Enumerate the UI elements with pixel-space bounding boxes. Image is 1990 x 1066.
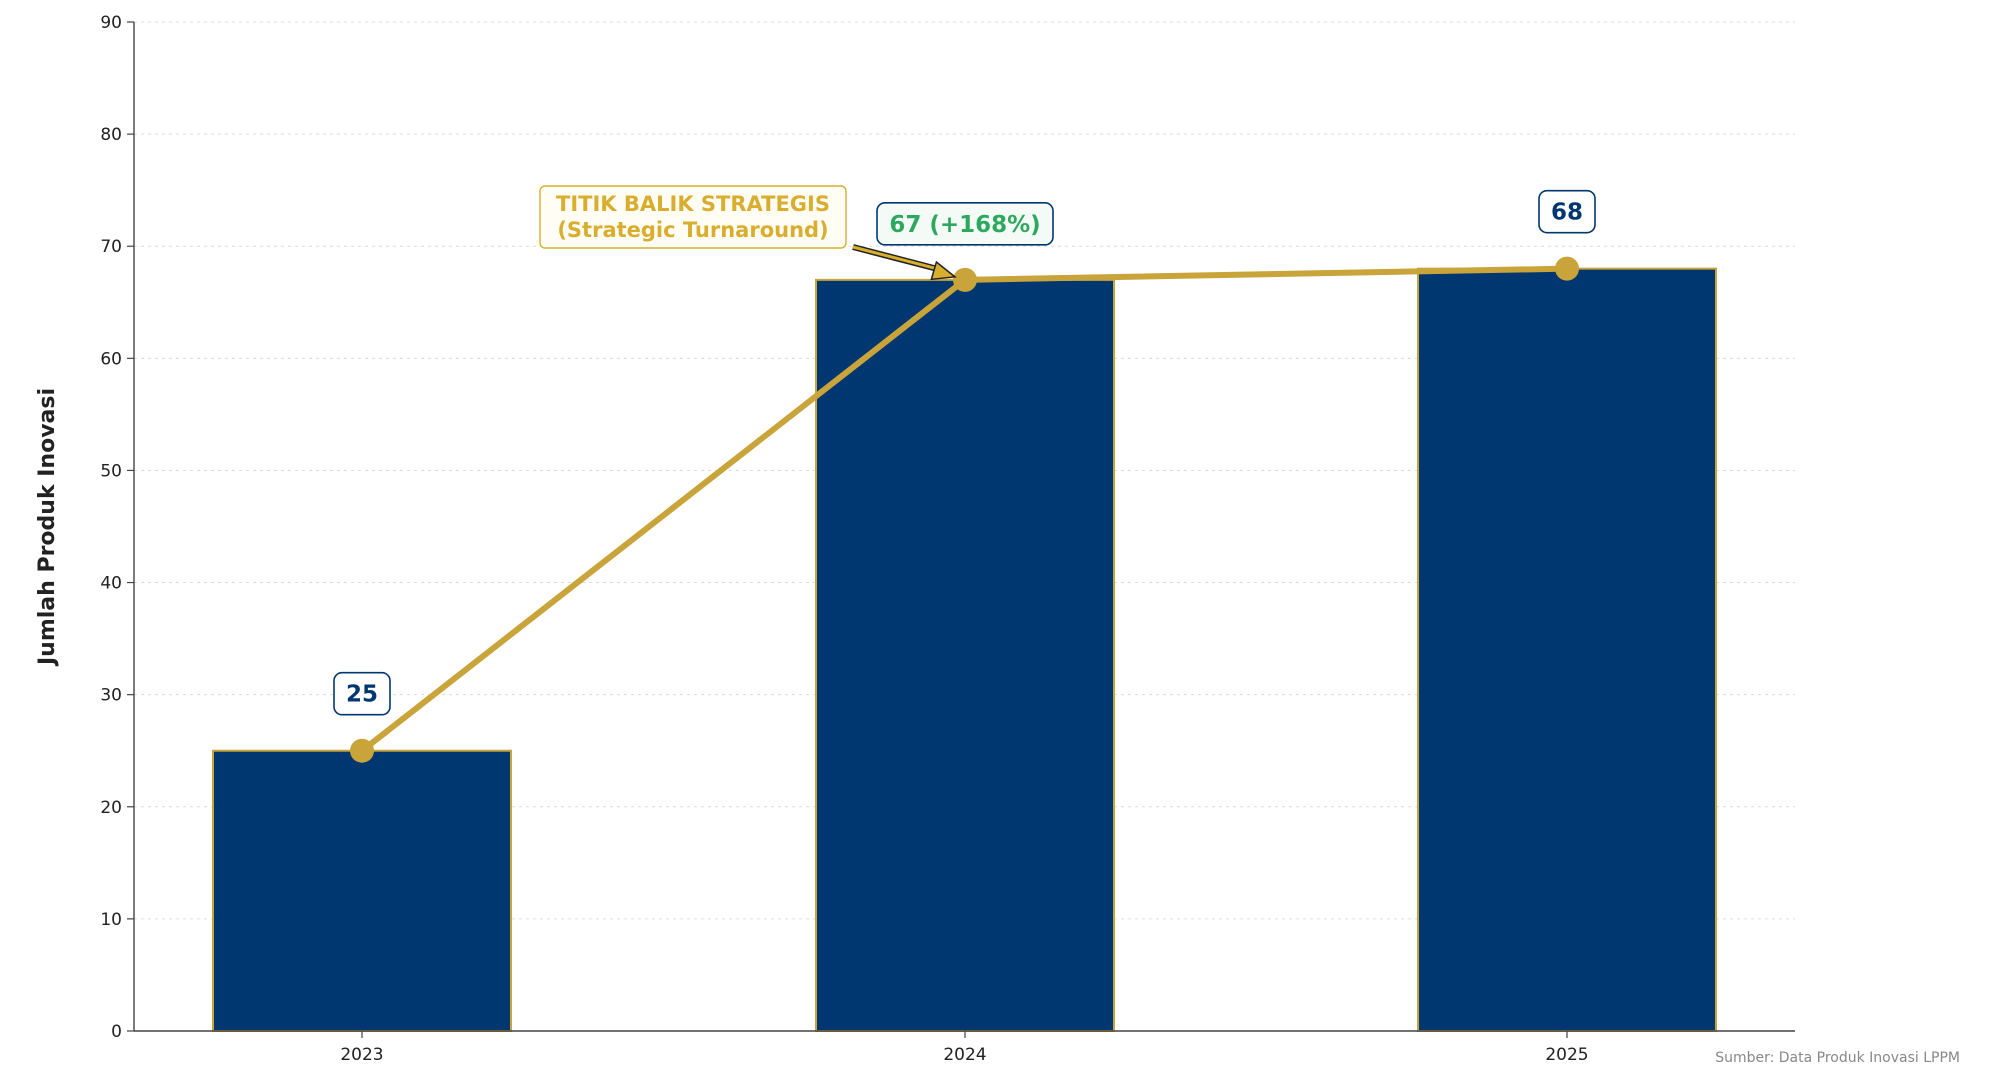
annotation-arrow-head (930, 260, 957, 281)
ytick-label-80: 80 (100, 125, 122, 145)
xtick-label-2023: 2023 (340, 1045, 383, 1065)
data-label-box-2025 (1538, 189, 1596, 234)
trend-marker-2025 (1555, 256, 1579, 281)
ytick-label-10: 10 (100, 910, 122, 930)
ytick-label-40: 40 (100, 574, 122, 594)
ytick-label-0: 0 (111, 1022, 122, 1042)
y-ticks: 0 10 20 30 40 50 60 70 80 90 (100, 13, 134, 1042)
bars (212, 267, 1717, 1033)
ytick-label-60: 60 (100, 349, 122, 369)
data-label-box-2023 (333, 671, 391, 716)
trend-line (350, 256, 1579, 763)
bar-2025 (1417, 267, 1717, 1032)
data-labels: 25 67 (+168%) 68 (333, 189, 1596, 716)
annotation-line2: (Strategic Turnaround) (557, 218, 828, 242)
annotation-arrow-shaft (852, 245, 942, 272)
annotation-line1: TITIK BALIK STRATEGIS (556, 192, 830, 216)
trend-marker-2024 (953, 267, 977, 292)
y-axis-label: Jumlah Produk Inovasi (35, 388, 60, 667)
data-label-box-2024 (876, 202, 1054, 246)
bar-2023 (212, 749, 512, 1032)
bar-2024 (815, 278, 1115, 1033)
xtick-label-2024: 2024 (943, 1045, 986, 1065)
ytick-label-30: 30 (100, 686, 122, 706)
source-note: Sumber: Data Produk Inovasi LPPM (1715, 1050, 1960, 1066)
xtick-label-2025: 2025 (1545, 1045, 1588, 1065)
ytick-label-50: 50 (100, 461, 122, 481)
data-label-2023: 25 (346, 682, 378, 708)
annotation: TITIK BALIK STRATEGIS(Strategic Turnarou… (539, 185, 957, 281)
ytick-label-90: 90 (100, 13, 122, 33)
annotation-box (539, 185, 847, 249)
data-label-2025: 68 (1551, 200, 1583, 226)
ytick-label-70: 70 (100, 237, 122, 257)
data-label-2024: 67 (+168%) (889, 212, 1040, 238)
ytick-label-20: 20 (100, 798, 122, 818)
x-ticks: 2023 2024 2025 (340, 1031, 1589, 1065)
trend-marker-2023 (350, 738, 374, 763)
